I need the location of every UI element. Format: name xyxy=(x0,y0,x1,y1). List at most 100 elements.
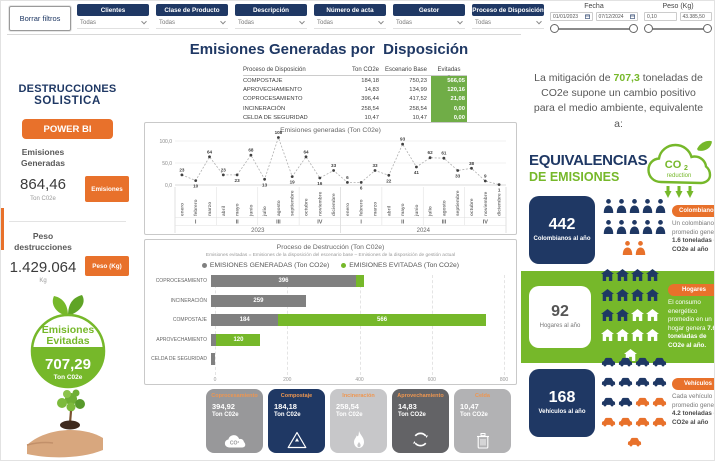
date-slicer-label: Fecha xyxy=(584,3,604,10)
process-card-incineracion[interactable]: Incineración 258,54 Ton C02e xyxy=(330,389,387,453)
data-point[interactable] xyxy=(428,156,432,160)
year-label: 2023 xyxy=(251,228,265,234)
svg-text:33: 33 xyxy=(372,163,378,168)
filter-dropdown[interactable]: Todas xyxy=(235,16,307,29)
person-icon xyxy=(655,220,666,239)
data-point[interactable] xyxy=(304,155,308,159)
disposicion-table[interactable]: Proceso de Disposición Ton CO2e Escenario … xyxy=(243,65,467,123)
bar-segment[interactable] xyxy=(211,353,215,365)
bar-row-coprocesamiento[interactable]: COPROCESAMIENTO 396 xyxy=(149,275,504,287)
card-unit: Ton C02e xyxy=(336,412,363,418)
data-point[interactable] xyxy=(456,169,460,172)
data-point[interactable] xyxy=(497,183,501,186)
data-point[interactable] xyxy=(359,181,363,184)
data-point[interactable] xyxy=(194,179,198,182)
data-point[interactable] xyxy=(373,169,377,172)
data-point[interactable] xyxy=(263,177,266,181)
table-row[interactable]: COPROCESAMIENTO 396,44 417,52 21,08 xyxy=(243,94,467,105)
quarter-label: IV xyxy=(317,220,323,226)
data-point[interactable] xyxy=(470,166,473,170)
bar-segment[interactable]: 120 xyxy=(216,333,261,346)
quarter-label: I xyxy=(360,220,362,226)
data-point[interactable] xyxy=(318,176,322,180)
bar-segment[interactable]: 566 xyxy=(278,314,486,326)
slider-handle-start[interactable] xyxy=(550,24,559,33)
table-row[interactable]: CELDA DE SEGURIDAD 10,47 10,47 0,00 xyxy=(243,113,467,123)
svg-text:1: 1 xyxy=(498,188,501,193)
process-card-celda[interactable]: Celda 10,47 Ton CO2e xyxy=(454,389,511,453)
data-point[interactable] xyxy=(415,165,418,169)
slider-handle-end[interactable] xyxy=(629,24,638,33)
weight-max-input[interactable]: 43.385,50 xyxy=(679,12,712,21)
card-unit: Ton CO2e xyxy=(398,412,426,418)
bar-row-celda-de-seguridad[interactable]: CELDA DE SEGURIDAD xyxy=(149,353,504,365)
bar-row-compostaje[interactable]: COMPOSTAJE 184 566 xyxy=(149,314,504,326)
bar-row-aprovechamiento[interactable]: APROVECHAMIENTO 120 xyxy=(149,333,504,346)
car-icon xyxy=(627,434,642,452)
column-header[interactable]: Escenario Base xyxy=(384,67,427,73)
house-icon xyxy=(616,308,629,326)
house-icon xyxy=(616,268,629,286)
data-point[interactable] xyxy=(387,173,391,177)
filter-dropdown[interactable]: Todas xyxy=(393,16,465,29)
clear-filters-button[interactable]: Borrar filtros xyxy=(9,6,71,31)
power-bi-button[interactable]: POWER BI xyxy=(22,119,113,139)
legend-item[interactable]: EMISIONES GENERADAS (Ton CO2e) xyxy=(201,262,329,269)
data-point[interactable] xyxy=(290,175,294,178)
data-point[interactable] xyxy=(180,173,184,177)
filter-dropdown[interactable]: Todas xyxy=(156,16,228,29)
date-end-input[interactable]: 07/12/2024 xyxy=(595,12,638,21)
emisiones-filter-button[interactable]: Emisiones xyxy=(85,176,129,202)
svg-text:2: 2 xyxy=(684,165,688,172)
bar-row-incineracion[interactable]: INCINERACIÓN 259 xyxy=(149,294,504,307)
svg-text:10: 10 xyxy=(193,184,199,189)
data-point[interactable] xyxy=(346,181,349,184)
bar-segment[interactable] xyxy=(356,275,364,287)
weight-min-input[interactable]: 0,10 xyxy=(644,12,677,21)
divider xyxy=(7,34,710,35)
x-axis-labels: 0 200 400 600 800 xyxy=(213,377,509,383)
bar-chart-card[interactable]: Proceso de Destrucción (Ton C02e) Emisio… xyxy=(144,239,517,385)
table-row[interactable]: APROVECHAMIENTO 14,83 134,99 120,16 xyxy=(243,85,467,95)
line-chart[interactable]: Emisiones generadas (Ton C02e) 0,0 50,0 100… xyxy=(145,123,516,234)
table-row[interactable]: COMPOSTAJE 184,18 750,23 566,05 xyxy=(243,76,467,86)
data-point[interactable] xyxy=(235,173,239,177)
data-point[interactable] xyxy=(221,173,225,177)
peso-filter-button[interactable]: Peso (Kg) xyxy=(85,256,129,276)
column-header[interactable]: Ton CO2e xyxy=(351,67,379,73)
quarter-label: III xyxy=(276,220,281,226)
chevron-down-icon xyxy=(299,18,305,25)
data-point[interactable] xyxy=(249,153,253,157)
equivalence-rows: 442 Colombianos al año Colombianos Un colom… xyxy=(521,192,714,446)
table-row[interactable]: INCINERACIÓN 258,54 258,54 0,00 xyxy=(243,104,467,114)
data-point[interactable] xyxy=(332,169,335,172)
data-point[interactable] xyxy=(208,155,211,159)
filter-dropdown[interactable]: Todas xyxy=(314,16,386,29)
data-point[interactable] xyxy=(483,179,487,183)
process-card-coprocesamiento[interactable]: Coprocesamiento 394,92 Ton C02e CO² xyxy=(206,389,263,453)
slider-handle-max[interactable] xyxy=(703,24,712,33)
mitigation-paragraph: La mitigación de 707,3 toneladas de CO2e… xyxy=(533,72,704,130)
bar-segment[interactable]: 184 xyxy=(211,314,279,326)
person-icon xyxy=(642,220,653,239)
date-start-input[interactable]: 01/01/2023 xyxy=(550,12,593,21)
process-card-compostaje[interactable]: Compostaje 184,18 Ton C02e xyxy=(268,389,325,453)
data-point[interactable] xyxy=(442,156,446,160)
slider-handle-min[interactable] xyxy=(644,24,653,33)
filter-header: Proceso de Disposición xyxy=(472,4,544,16)
bar-segment[interactable]: 396 xyxy=(211,275,357,287)
category-label: APROVECHAMIENTO xyxy=(156,336,207,343)
bar-segment[interactable] xyxy=(211,333,217,346)
house-icon xyxy=(646,308,659,326)
line-chart-card[interactable]: Emisiones generadas (Ton C02e) 0,0 50,0 100… xyxy=(144,122,517,235)
legend-item[interactable]: EMISIONES EVITADAS (Ton CO2e) xyxy=(341,262,459,269)
filter-dropdown[interactable]: Todas xyxy=(77,16,149,29)
process-card-aprovechamiento[interactable]: Aprovechamiento 14,83 Ton CO2e xyxy=(392,389,449,453)
bar-segment[interactable]: 259 xyxy=(211,294,306,307)
data-point[interactable] xyxy=(277,136,280,139)
month-label: octubre xyxy=(469,198,475,216)
column-header[interactable]: Proceso de Disposición xyxy=(243,67,306,73)
data-point[interactable] xyxy=(401,142,404,146)
column-header[interactable]: Evitadas▼ xyxy=(431,67,467,79)
filter-dropdown[interactable]: Todas xyxy=(472,16,544,29)
